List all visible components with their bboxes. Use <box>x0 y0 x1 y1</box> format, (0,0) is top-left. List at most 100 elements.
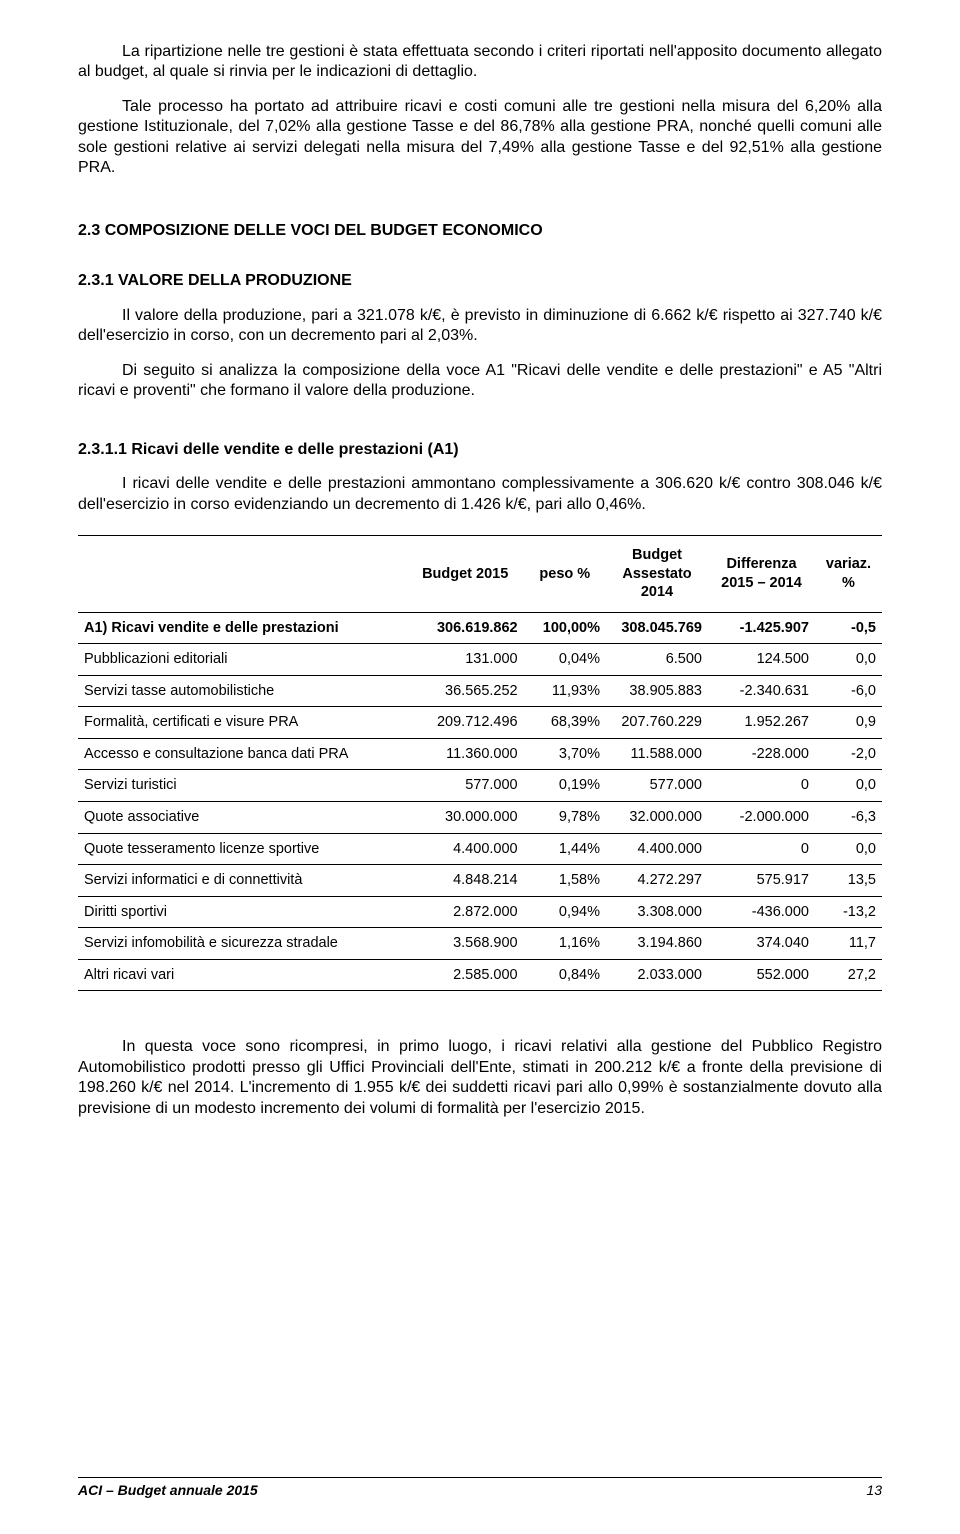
table-cell: Servizi turistici <box>78 770 407 802</box>
table-cell: 0,0 <box>815 770 882 802</box>
table-cell: 577.000 <box>407 770 524 802</box>
col-variaz: variaz. % <box>815 536 882 613</box>
table-cell: 1.952.267 <box>708 707 815 739</box>
table-cell: 575.917 <box>708 865 815 897</box>
table-header-row: Budget 2015 peso % Budget Assestato 2014… <box>78 536 882 613</box>
table-cell: 0 <box>708 770 815 802</box>
col-diff: Differenza 2015 – 2014 <box>708 536 815 613</box>
table-row: Altri ricavi vari2.585.0000,84%2.033.000… <box>78 959 882 991</box>
table-cell: -2,0 <box>815 738 882 770</box>
table-cell: -228.000 <box>708 738 815 770</box>
table-cell: -6,3 <box>815 801 882 833</box>
intro-paragraph-2: Tale processo ha portato ad attribuire r… <box>78 97 882 179</box>
table-cell: -2.000.000 <box>708 801 815 833</box>
table-cell: -13,2 <box>815 896 882 928</box>
section-2-3-heading: 2.3 COMPOSIZIONE DELLE VOCI DEL BUDGET E… <box>78 221 882 241</box>
table-cell: 207.760.229 <box>606 707 708 739</box>
section-2-3-1-p2: Di seguito si analizza la composizione d… <box>78 361 882 402</box>
table-cell: 4.400.000 <box>606 833 708 865</box>
table-cell: 374.040 <box>708 928 815 960</box>
table-cell: 3.308.000 <box>606 896 708 928</box>
table-cell: 30.000.000 <box>407 801 524 833</box>
table-cell: 11.360.000 <box>407 738 524 770</box>
table-cell: 0,19% <box>524 770 606 802</box>
col-empty <box>78 536 407 613</box>
section-2-3-1-1-heading: 2.3.1.1 Ricavi delle vendite e delle pre… <box>78 440 882 460</box>
intro-paragraph-1: La ripartizione nelle tre gestioni è sta… <box>78 42 882 83</box>
table-cell: 209.712.496 <box>407 707 524 739</box>
section-2-3-1-heading: 2.3.1 VALORE DELLA PRODUZIONE <box>78 271 882 291</box>
table-cell: -6,0 <box>815 675 882 707</box>
table-row: Servizi tasse automobilistiche36.565.252… <box>78 675 882 707</box>
section-2-3-1-1-p1: I ricavi delle vendite e delle prestazio… <box>78 474 882 515</box>
table-row: Servizi informatici e di connettività4.8… <box>78 865 882 897</box>
table-cell: 0,84% <box>524 959 606 991</box>
page-footer: ACI – Budget annuale 2015 13 <box>78 1477 882 1500</box>
table-cell: 13,5 <box>815 865 882 897</box>
table-cell: 36.565.252 <box>407 675 524 707</box>
table-cell: Accesso e consultazione banca dati PRA <box>78 738 407 770</box>
table-cell: 3.194.860 <box>606 928 708 960</box>
table-cell: 308.045.769 <box>606 612 708 644</box>
table-cell: 577.000 <box>606 770 708 802</box>
table-row: Diritti sportivi2.872.0000,94%3.308.000-… <box>78 896 882 928</box>
table-row: Formalità, certificati e visure PRA209.7… <box>78 707 882 739</box>
table-cell: 11,93% <box>524 675 606 707</box>
table-cell: 11,7 <box>815 928 882 960</box>
col-budget-2014: Budget Assestato 2014 <box>606 536 708 613</box>
table-row: Servizi infomobilità e sicurezza stradal… <box>78 928 882 960</box>
table-cell: 3.568.900 <box>407 928 524 960</box>
table-cell: 124.500 <box>708 644 815 676</box>
table-cell: 306.619.862 <box>407 612 524 644</box>
table-cell: 68,39% <box>524 707 606 739</box>
table-cell: 1,44% <box>524 833 606 865</box>
table-cell: 11.588.000 <box>606 738 708 770</box>
table-cell: 2.872.000 <box>407 896 524 928</box>
table-cell: 32.000.000 <box>606 801 708 833</box>
footer-title: ACI – Budget annuale 2015 <box>78 1482 258 1500</box>
table-row: Accesso e consultazione banca dati PRA11… <box>78 738 882 770</box>
table-cell: 9,78% <box>524 801 606 833</box>
table-cell: 0,0 <box>815 644 882 676</box>
table-row: Pubblicazioni editoriali131.0000,04%6.50… <box>78 644 882 676</box>
table-cell: A1) Ricavi vendite e delle prestazioni <box>78 612 407 644</box>
table-cell: 4.400.000 <box>407 833 524 865</box>
table-cell: Servizi informatici e di connettività <box>78 865 407 897</box>
table-cell: 4.848.214 <box>407 865 524 897</box>
table-row: Servizi turistici577.0000,19%577.00000,0 <box>78 770 882 802</box>
footer-page-number: 13 <box>866 1482 882 1500</box>
table-row: Quote associative30.000.0009,78%32.000.0… <box>78 801 882 833</box>
table-cell: Quote tesseramento licenze sportive <box>78 833 407 865</box>
table-cell: Pubblicazioni editoriali <box>78 644 407 676</box>
table-cell: 0,04% <box>524 644 606 676</box>
col-budget-2015: Budget 2015 <box>407 536 524 613</box>
table-cell: 1,16% <box>524 928 606 960</box>
table-cell: 0 <box>708 833 815 865</box>
table-cell: -436.000 <box>708 896 815 928</box>
table-cell: 38.905.883 <box>606 675 708 707</box>
table-cell: -2.340.631 <box>708 675 815 707</box>
table-cell: 2.033.000 <box>606 959 708 991</box>
table-cell: Diritti sportivi <box>78 896 407 928</box>
ricavi-table: Budget 2015 peso % Budget Assestato 2014… <box>78 535 882 991</box>
section-2-3-1-p1: Il valore della produzione, pari a 321.0… <box>78 306 882 347</box>
table-cell: 0,9 <box>815 707 882 739</box>
col-peso: peso % <box>524 536 606 613</box>
table-cell: -1.425.907 <box>708 612 815 644</box>
table-cell: 27,2 <box>815 959 882 991</box>
table-cell: 6.500 <box>606 644 708 676</box>
table-cell: 4.272.297 <box>606 865 708 897</box>
table-cell: 0,94% <box>524 896 606 928</box>
table-cell: Altri ricavi vari <box>78 959 407 991</box>
table-cell: Formalità, certificati e visure PRA <box>78 707 407 739</box>
table-row: A1) Ricavi vendite e delle prestazioni30… <box>78 612 882 644</box>
table-cell: 3,70% <box>524 738 606 770</box>
table-cell: 552.000 <box>708 959 815 991</box>
closing-paragraph: In questa voce sono ricompresi, in primo… <box>78 1037 882 1119</box>
table-cell: 1,58% <box>524 865 606 897</box>
table-cell: 100,00% <box>524 612 606 644</box>
table-cell: Servizi infomobilità e sicurezza stradal… <box>78 928 407 960</box>
table-cell: 131.000 <box>407 644 524 676</box>
table-cell: 0,0 <box>815 833 882 865</box>
table-cell: 2.585.000 <box>407 959 524 991</box>
